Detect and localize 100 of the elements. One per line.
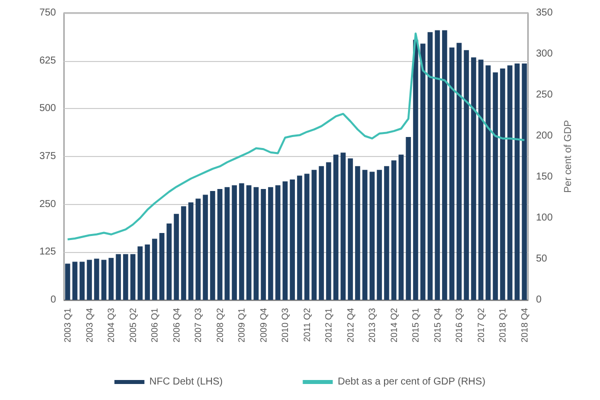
bar [65, 264, 70, 300]
bar [202, 194, 208, 300]
bar [420, 44, 426, 300]
x-tick-label: 2003 Q1 [62, 308, 73, 343]
y2-tick-label: 100 [536, 212, 554, 224]
x-tick-label: 2015 Q1 [410, 308, 421, 343]
x-tick-label: 2006 Q4 [171, 308, 182, 343]
bar [471, 57, 476, 300]
bar [174, 214, 179, 300]
y-tick-label: 625 [39, 55, 56, 66]
bar [492, 72, 498, 300]
x-tick-label: 2005 Q2 [128, 308, 138, 343]
y2-tick-label: 150 [536, 172, 554, 182]
x-tick-label: 2008 Q2 [214, 308, 225, 343]
bar [370, 172, 375, 300]
y2-tick-label: 250 [536, 90, 554, 100]
bar [224, 187, 230, 300]
bar [254, 187, 259, 300]
bar [312, 170, 317, 300]
bar [413, 40, 418, 300]
bar [442, 30, 448, 300]
bar [188, 202, 194, 300]
bar [434, 30, 440, 300]
x-tick-label: 2012 Q1 [324, 308, 334, 343]
bar [376, 170, 382, 300]
bar [500, 68, 506, 300]
x-tick-label: 2015 Q4 [432, 308, 442, 343]
y2-tick-label: 200 [536, 130, 554, 142]
bar [239, 183, 244, 300]
bar [282, 181, 288, 300]
bar [246, 185, 252, 300]
bar [275, 185, 280, 300]
x-tick-label: 2011 Q2 [302, 308, 312, 342]
bar [260, 189, 266, 300]
x-tick-label: 2017 Q2 [476, 308, 486, 343]
bar [181, 206, 186, 300]
x-tick-label: 2009 Q1 [236, 308, 247, 343]
x-tick-label: 2006 Q1 [150, 308, 160, 343]
bar [522, 64, 527, 300]
y-tick-label: 750 [39, 8, 56, 18]
y-tick-label: 500 [39, 103, 56, 114]
y2-axis-title: Per cent of GDP [563, 120, 574, 193]
bar [123, 254, 128, 300]
bar [486, 65, 491, 300]
bar [428, 32, 433, 300]
bar [514, 64, 520, 300]
x-tick-label: 2007 Q3 [193, 308, 204, 343]
bar [355, 166, 360, 300]
x-tick-label: 2018 Q4 [519, 308, 530, 343]
bar [152, 238, 158, 300]
bar [130, 254, 136, 300]
bar [217, 189, 222, 300]
x-tick-label: 2009 Q4 [258, 308, 268, 343]
y2-tick-label: 300 [536, 48, 554, 60]
x-tick-label: 2018 Q1 [498, 308, 508, 343]
bar [268, 187, 274, 300]
x-tick-label: 2003 Q4 [84, 308, 94, 343]
y-tick-label: 375 [39, 151, 56, 162]
bar [464, 50, 469, 300]
bar [406, 136, 411, 300]
legend-label: NFC Debt (LHS) [149, 376, 223, 388]
bar [326, 162, 332, 300]
bar [72, 262, 78, 300]
bar [166, 223, 172, 300]
bar [340, 152, 346, 300]
line-series [66, 32, 526, 240]
y2-tick-label: 0 [536, 294, 542, 306]
bar [196, 198, 201, 300]
bar [391, 160, 396, 300]
y2-tick-label: 350 [536, 8, 554, 18]
bar [507, 65, 512, 300]
bar [232, 185, 237, 300]
bar [94, 258, 100, 300]
bar [108, 258, 114, 300]
y2-tick-label: 50 [536, 254, 548, 264]
y-tick-label: 0 [50, 294, 56, 306]
x-tick-label: 2013 Q3 [367, 308, 378, 343]
bar [384, 166, 390, 300]
x-tick-label: 2014 Q2 [388, 308, 399, 343]
x-tick-label: 2010 Q3 [280, 308, 290, 343]
legend-label: Debt as a per cent of GDP (RHS) [338, 376, 486, 388]
bar [456, 42, 462, 300]
bar [297, 176, 302, 300]
x-tick-label: 2016 Q3 [454, 308, 464, 343]
x-tick-label: 2012 Q4 [345, 308, 356, 343]
bar [144, 244, 150, 300]
bar [348, 158, 353, 300]
bar [362, 170, 368, 300]
bar [304, 174, 310, 300]
bar [80, 262, 85, 300]
bar [318, 166, 324, 300]
bar [290, 179, 295, 300]
bar [86, 260, 92, 300]
bar [159, 233, 164, 300]
bar [449, 47, 454, 300]
y-tick-label: 250 [39, 198, 56, 210]
bar [333, 154, 338, 300]
x-tick-label: 2004 Q3 [106, 308, 116, 343]
bar [101, 260, 106, 300]
bar [138, 246, 143, 300]
